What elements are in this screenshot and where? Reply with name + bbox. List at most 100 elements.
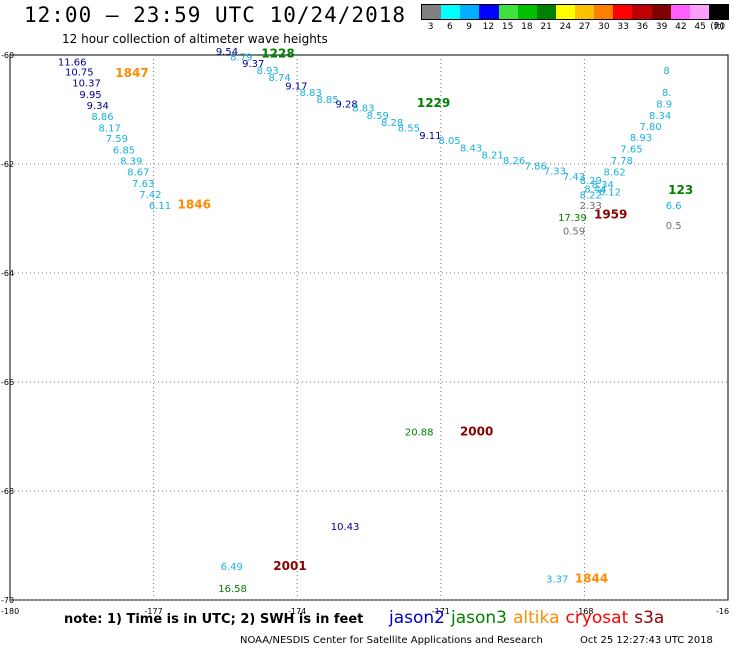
- wave-height-value: 8.93: [630, 133, 652, 144]
- latitude-labels: -60 -62 -64 -66 -68 -70: [1, 51, 14, 605]
- scale-label: 70: [713, 22, 726, 32]
- map-frame: [9, 54, 729, 601]
- scale-label: 27: [578, 22, 591, 32]
- scale-label: 18: [521, 22, 533, 32]
- page-title: 12:00 – 23:59 UTC 10/24/2018: [24, 3, 407, 27]
- scale-swatch: [441, 5, 461, 19]
- scale-label: 6: [447, 22, 453, 32]
- wave-height-value: 9.17: [285, 81, 307, 92]
- wave-height-value: 9.28: [335, 99, 357, 110]
- wave-height-value: 8.59: [367, 111, 389, 122]
- longitude-label: -177: [145, 607, 163, 616]
- satellite-legend-item: s3a: [634, 608, 665, 628]
- scale-label: 36: [636, 22, 649, 32]
- scale-swatch: [613, 5, 633, 19]
- scale-swatch: [575, 5, 595, 19]
- wave-height-value: 10.43: [331, 522, 360, 533]
- credit-line: NOAA/NESDIS Center for Satellite Applica…: [240, 635, 543, 646]
- wave-height-value: 7.78: [611, 156, 633, 167]
- generated-timestamp: Oct 25 12:27:43 UTC 2018: [580, 635, 713, 646]
- satellite-legend: jason2 jason3 altika cryosat s3a: [389, 608, 670, 628]
- wave-height-value: 0.5: [666, 221, 682, 232]
- wave-height-value: 9.37: [242, 59, 264, 70]
- pass-time-label: 1844: [575, 572, 608, 586]
- wave-height-value: 8.55: [398, 123, 420, 134]
- pass-time-label: 1229: [417, 96, 450, 110]
- longitude-labels: -180 -177 -174 -171 -168 -16: [1, 607, 729, 616]
- scale-label: 3: [427, 22, 434, 32]
- wave-height-value: 16.58: [218, 584, 247, 595]
- scale-label: 39: [655, 22, 668, 32]
- scale-swatch: [708, 5, 728, 19]
- wave-height-value: 6.12: [599, 188, 621, 199]
- wave-height-value: 7.42: [139, 190, 161, 201]
- scale-swatch: [479, 5, 499, 19]
- scale-swatch: [651, 5, 671, 19]
- scale-swatch: [517, 5, 537, 19]
- scale-label: 30: [598, 22, 610, 32]
- wave-height-value: 8.29: [580, 176, 602, 187]
- wave-height-value: 7.86: [525, 161, 547, 172]
- wave-height-value: 8.34: [592, 180, 614, 191]
- latitude-label: -68: [1, 487, 14, 496]
- wave-height-value: 8.9: [656, 99, 672, 110]
- wave-height-value: 6.11: [149, 201, 171, 212]
- pass-time-label: 2000: [460, 424, 493, 438]
- wave-height-value: 8.83: [352, 104, 374, 115]
- wave-height-value: 8.05: [438, 136, 460, 147]
- wave-height-value: 20.88: [405, 427, 434, 438]
- scale-label: 42: [675, 22, 687, 32]
- wave-height-value: 10.37: [72, 79, 101, 90]
- latitude-label: -64: [1, 269, 14, 278]
- scale-swatch: [670, 5, 690, 19]
- scale-label: 24: [559, 22, 572, 32]
- color-scale-labels: 3 6 9 12 15 18 21 24 27 30 33 36 39 42 45 70 (ft): [421, 20, 729, 34]
- page-subtitle: 12 hour collection of altimeter wave hei…: [62, 32, 328, 46]
- wave-height-value: 8.74: [268, 73, 290, 84]
- wave-height-value: 7.80: [639, 122, 661, 133]
- scale-swatch: [594, 5, 614, 19]
- wave-height-value: 9.11: [419, 131, 441, 142]
- scale-unit: (ft): [710, 22, 724, 32]
- scale-swatch: [689, 5, 709, 19]
- wave-height-value: 8.62: [604, 167, 626, 178]
- wave-height-value: 8.17: [99, 123, 121, 134]
- wave-height-value: 8.28: [381, 118, 403, 129]
- wave-height-value: 6.49: [221, 562, 243, 573]
- wave-height-value: 8.83: [300, 88, 322, 99]
- wave-height-value: 8.22: [580, 190, 602, 201]
- wave-height-value: 8.: [662, 88, 672, 99]
- scale-label: 21: [540, 22, 552, 32]
- scale-label: 45: [694, 22, 706, 32]
- wave-height-value: 8.86: [91, 112, 113, 123]
- wave-height-value: 8: [663, 66, 669, 77]
- pass-time-label: 123: [668, 183, 693, 197]
- wave-height-value: 7.59: [106, 134, 128, 145]
- scale-swatch: [422, 5, 442, 19]
- pass-time-label: 1847: [115, 66, 148, 80]
- color-scale-bar: [421, 4, 729, 20]
- scale-label: 12: [482, 22, 495, 32]
- wave-height-value: 8.85: [316, 95, 338, 106]
- wave-height-value: 17.39: [558, 213, 587, 224]
- pass-time-label: 1228: [261, 47, 294, 61]
- wave-height-value: 8.39: [120, 157, 142, 168]
- wave-height-value: 8.67: [127, 167, 149, 178]
- scale-label: 9: [466, 22, 472, 32]
- wave-height-observations: 11.6610.7510.379.959.348.868.177.596.858…: [58, 47, 682, 595]
- wave-height-value: 11.66: [58, 57, 87, 68]
- wave-height-value: 0.59: [563, 226, 585, 237]
- wave-height-value: 8.79: [230, 52, 252, 63]
- scale-swatch: [498, 5, 518, 19]
- units-note: note: 1) Time is in UTC; 2) SWH is in fe…: [64, 612, 364, 627]
- wave-height-value: 8.21: [481, 151, 503, 162]
- pass-time-label: 1959: [594, 208, 627, 222]
- wave-height-value: 7.43: [563, 172, 585, 183]
- longitude-label: -180: [1, 607, 19, 616]
- longitude-label: -168: [575, 607, 593, 616]
- scale-swatch: [632, 5, 652, 19]
- wave-height-value: 9.54: [216, 47, 238, 58]
- latitude-label: -60: [1, 51, 14, 60]
- longitude-label: -16: [716, 607, 729, 616]
